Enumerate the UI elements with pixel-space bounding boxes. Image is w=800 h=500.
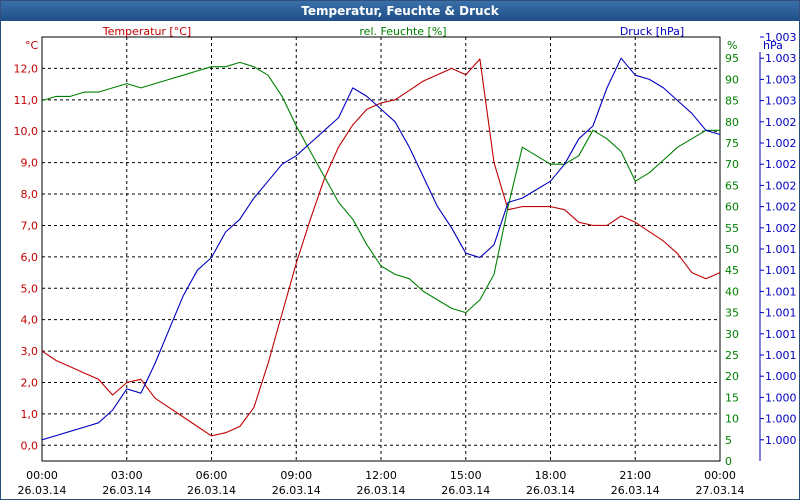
pressure-tick-label: 1.001 bbox=[765, 307, 797, 320]
temperature-series-line bbox=[41, 58, 721, 437]
pressure-tick-label: 1.002 bbox=[765, 158, 797, 171]
pressure-tick-label: 1.003 bbox=[765, 31, 797, 44]
humidity-tick-label: 45 bbox=[725, 264, 739, 277]
humidity-unit: % bbox=[727, 39, 737, 52]
x-tick-time: 09:00 bbox=[280, 469, 312, 482]
humidity-tick-label: 0 bbox=[725, 455, 732, 468]
pressure-tick-label: 1.000 bbox=[765, 391, 797, 404]
x-tick-time: 03:00 bbox=[111, 469, 143, 482]
pressure-tick-label: 1.003 bbox=[765, 52, 797, 65]
pressure-tick-label: 1.000 bbox=[765, 434, 797, 447]
humidity-tick-label: 35 bbox=[725, 307, 739, 320]
humidity-series-line bbox=[41, 61, 720, 314]
x-tick-date: 26.03.14 bbox=[272, 484, 321, 497]
temperature-tick-label: 9,0 bbox=[21, 157, 39, 170]
chart-title: Temperatur, Feuchte & Druck bbox=[1, 1, 799, 21]
pressure-tick-label: 1.002 bbox=[765, 137, 797, 150]
pressure-tick-label: 1.000 bbox=[765, 413, 797, 426]
temperature-tick-label: 7,0 bbox=[21, 219, 39, 232]
humidity-tick-label: 10 bbox=[725, 413, 739, 426]
humidity-tick-label: 65 bbox=[725, 179, 739, 192]
pressure-tick-label: 1.002 bbox=[765, 179, 797, 192]
x-tick-date: 26.03.14 bbox=[611, 484, 660, 497]
humidity-tick-label: 90 bbox=[725, 73, 739, 86]
temperature-tick-label: 3,0 bbox=[21, 345, 39, 358]
humidity-tick-label: 50 bbox=[725, 243, 739, 256]
humidity-tick-label: 75 bbox=[725, 137, 739, 150]
humidity-axis-label: rel. Feuchte [%] bbox=[359, 25, 446, 38]
humidity-tick-label: 25 bbox=[725, 349, 739, 362]
temperature-tick-label: 10,0 bbox=[14, 125, 39, 138]
plot-frame bbox=[41, 36, 721, 462]
pressure-tick-label: 1.001 bbox=[765, 328, 797, 341]
pressure-tick-label: 1.000 bbox=[765, 370, 797, 383]
pressure-tick-label: 1.001 bbox=[765, 243, 797, 256]
pressure-tick-label: 1.002 bbox=[765, 201, 797, 214]
pressure-tick-label: 1.002 bbox=[765, 222, 797, 235]
pressure-series-line bbox=[41, 57, 721, 441]
x-tick-date: 26.03.14 bbox=[526, 484, 575, 497]
humidity-tick-label: 60 bbox=[725, 201, 739, 214]
temperature-tick-label: 12,0 bbox=[14, 62, 39, 75]
pressure-tick-label: 1.001 bbox=[765, 349, 797, 362]
temperature-tick-label: 11,0 bbox=[14, 94, 39, 107]
pressure-axis-label: Druck [hPa] bbox=[620, 25, 684, 38]
humidity-tick-label: 5 bbox=[725, 434, 732, 447]
x-tick-time: 00:00 bbox=[26, 469, 58, 482]
grid bbox=[42, 37, 720, 461]
pressure-tick-label: 1.001 bbox=[765, 264, 797, 277]
humidity-tick-label: 40 bbox=[725, 285, 739, 298]
x-tick-time: 18:00 bbox=[535, 469, 567, 482]
pressure-tick-label: 1.003 bbox=[765, 95, 797, 108]
temperature-tick-label: 2,0 bbox=[21, 376, 39, 389]
series-lines bbox=[41, 57, 721, 441]
pressure-tick-label: 1.003 bbox=[765, 73, 797, 86]
temperature-tick-label: 0,0 bbox=[21, 439, 39, 452]
pressure-tick-label: 1.002 bbox=[765, 116, 797, 129]
temperature-tick-label: 1,0 bbox=[21, 408, 39, 421]
humidity-tick-label: 15 bbox=[725, 391, 739, 404]
pressure-tick-label: 1.001 bbox=[765, 285, 797, 298]
x-tick-date: 26.03.14 bbox=[187, 484, 236, 497]
x-tick-date: 26.03.14 bbox=[441, 484, 490, 497]
x-tick-time: 12:00 bbox=[365, 469, 397, 482]
pressure-unit: hPa bbox=[763, 39, 783, 52]
temperature-tick-label: 5,0 bbox=[21, 282, 39, 295]
axis-labels: 00:00 26.03.14 03:00 26.03.14 06:00 26.03.14 0… bbox=[14, 31, 797, 497]
humidity-tick-label: 30 bbox=[725, 328, 739, 341]
humidity-tick-label: 95 bbox=[725, 52, 739, 65]
temperature-tick-label: 4,0 bbox=[21, 314, 39, 327]
x-tick-time: 15:00 bbox=[450, 469, 482, 482]
x-tick-time: 00:00 bbox=[704, 469, 736, 482]
temperature-unit: °C bbox=[25, 39, 39, 52]
temperature-tick-label: 6,0 bbox=[21, 251, 39, 264]
temperature-axis-label: Temperatur [°C] bbox=[102, 25, 191, 38]
humidity-tick-label: 20 bbox=[725, 370, 739, 383]
x-tick-date: 26.03.14 bbox=[102, 484, 151, 497]
x-tick-time: 06:00 bbox=[196, 469, 228, 482]
x-tick-time: 21:00 bbox=[619, 469, 651, 482]
x-tick-date: 26.03.14 bbox=[357, 484, 406, 497]
humidity-tick-label: 80 bbox=[725, 116, 739, 129]
humidity-tick-label: 70 bbox=[725, 158, 739, 171]
humidity-tick-label: 85 bbox=[725, 95, 739, 108]
humidity-tick-label: 55 bbox=[725, 222, 739, 235]
x-tick-date: 27.03.14 bbox=[696, 484, 745, 497]
x-tick-date: 26.03.14 bbox=[18, 484, 67, 497]
temperature-tick-label: 8,0 bbox=[21, 188, 39, 201]
